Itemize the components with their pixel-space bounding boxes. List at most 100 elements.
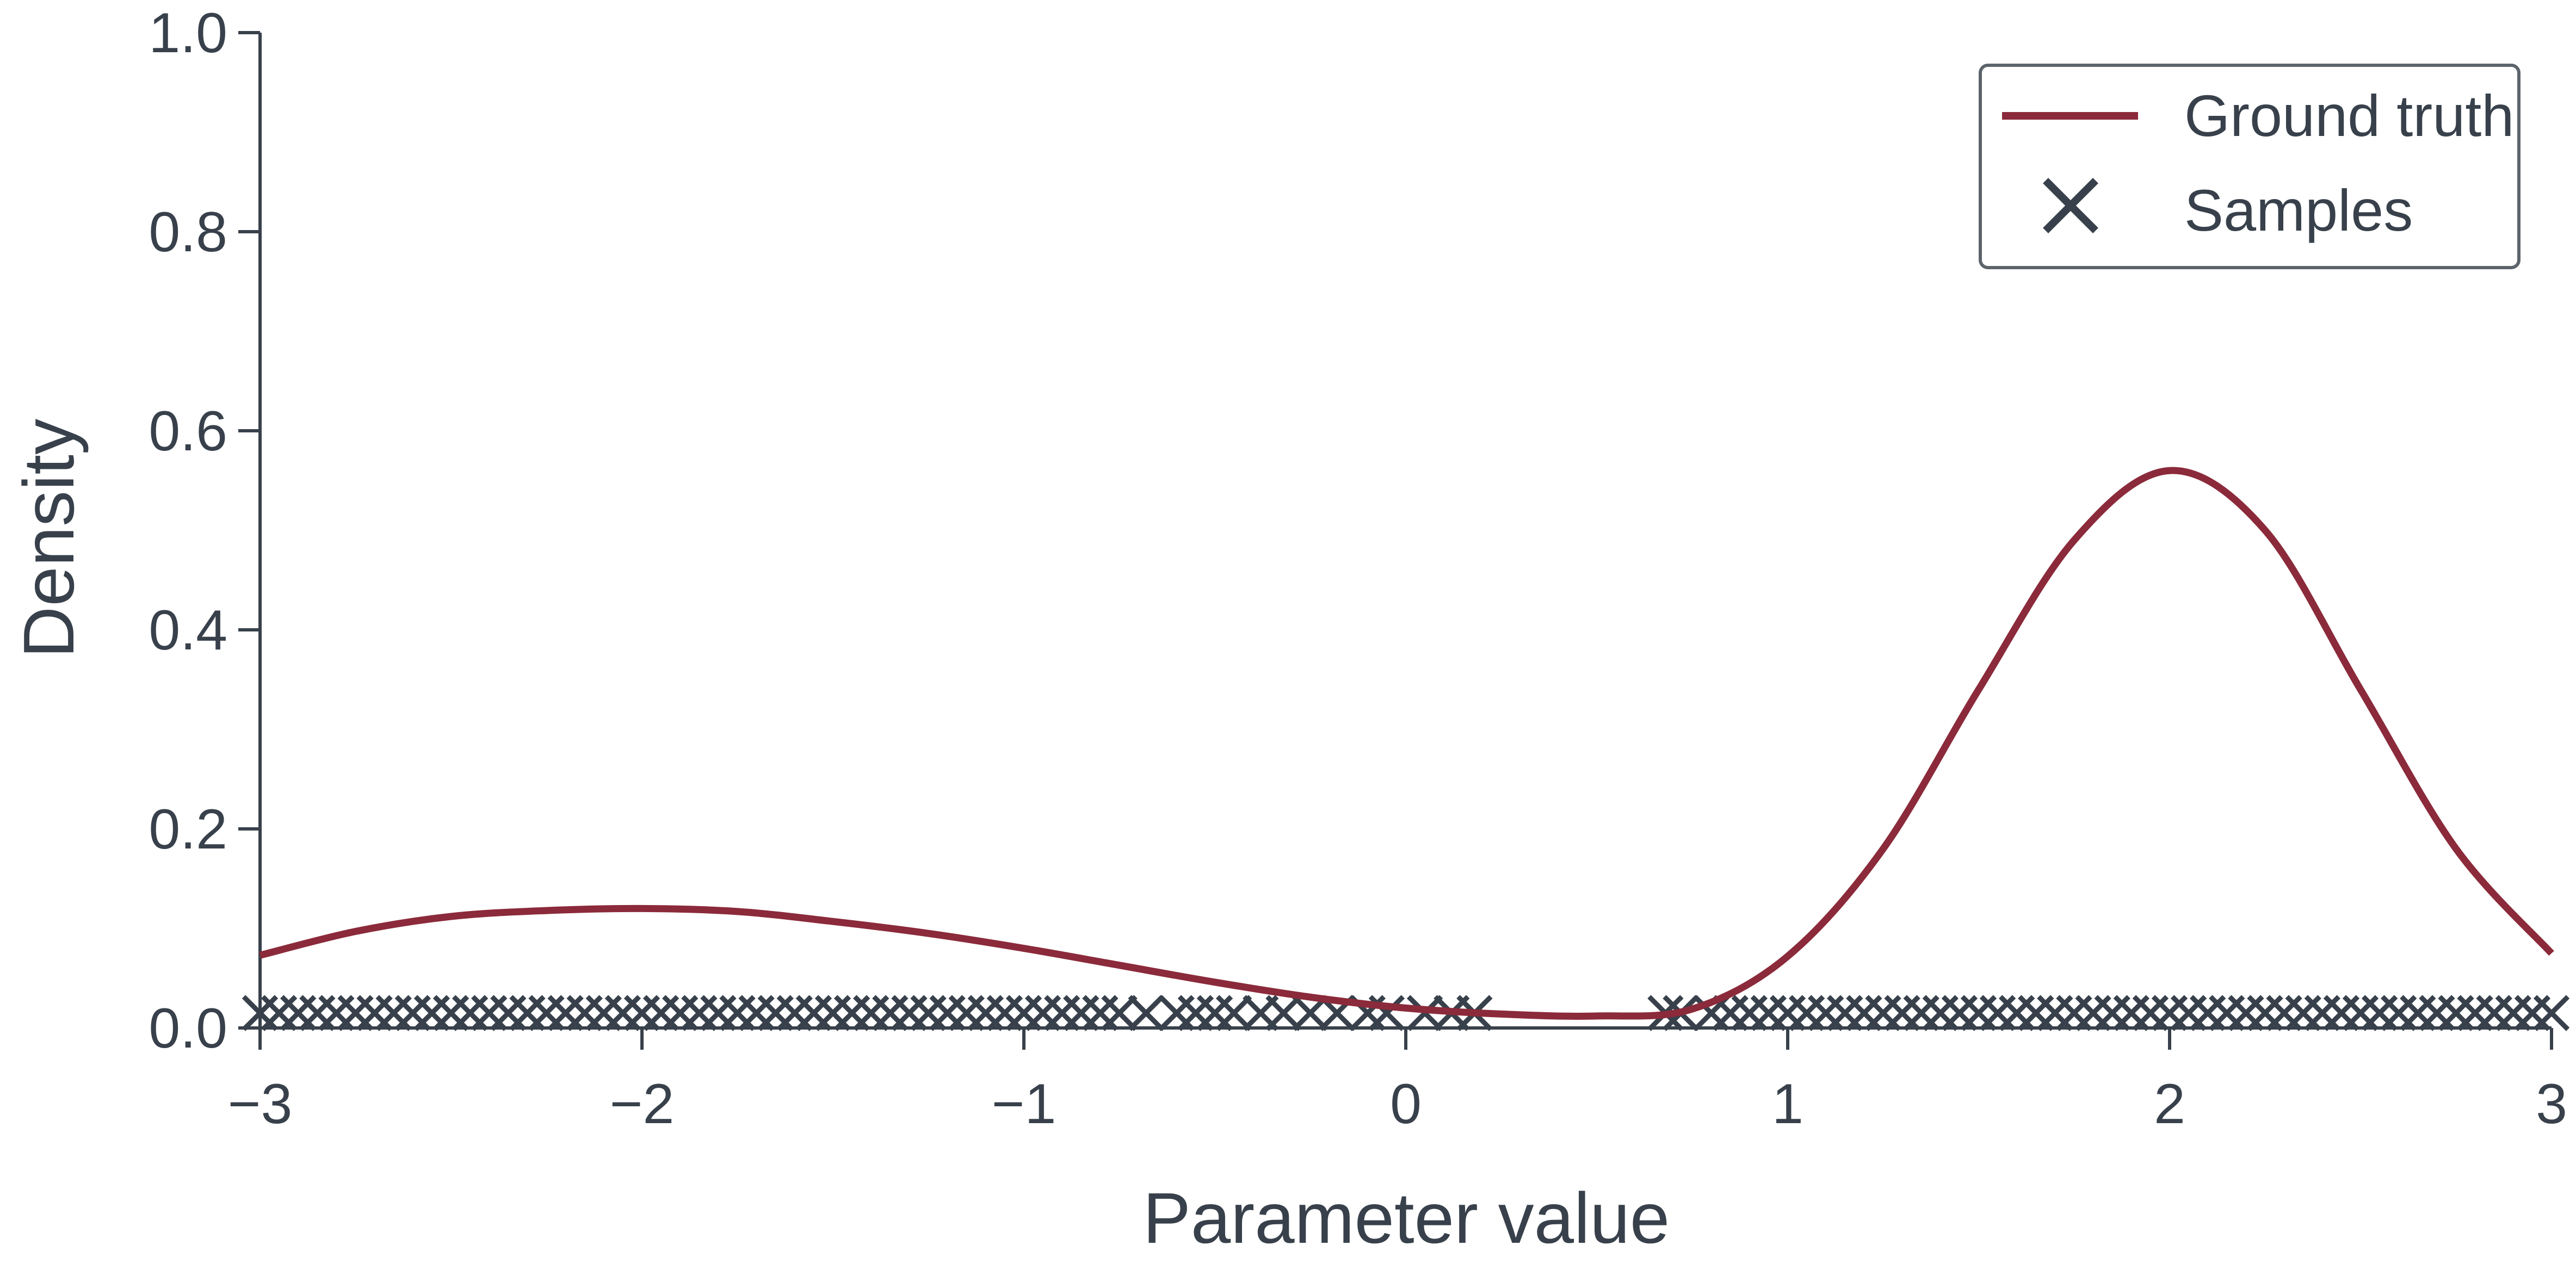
sample-marker: [280, 995, 317, 1031]
sample-marker: [833, 995, 870, 1031]
sample-marker: [547, 995, 584, 1031]
sample-marker: [1922, 995, 1959, 1031]
sample-marker: [1128, 995, 1164, 1031]
sample-marker: [2304, 995, 2340, 1031]
sample-marker: [2438, 995, 2474, 1031]
sample-marker: [2094, 995, 2130, 1031]
sample-marker: [471, 995, 508, 1031]
sample-marker: [604, 995, 641, 1031]
x-axis-label: Parameter value: [1143, 1178, 1670, 1258]
sample-marker: [1063, 995, 1099, 1031]
sample-marker: [2514, 995, 2551, 1031]
sample-marker: [356, 995, 393, 1031]
plot-series: [242, 467, 2570, 1031]
y-tick-label: 1.0: [149, 2, 227, 65]
sample-marker: [2170, 995, 2207, 1031]
sample-marker: [1999, 995, 2035, 1031]
x-tick-label: 3: [2536, 1073, 2567, 1136]
sample-marker: [261, 995, 298, 1031]
sample-marker: [1731, 995, 1768, 1031]
sample-marker: [910, 995, 947, 1031]
sample-marker: [814, 995, 851, 1031]
x-tick-label: 1: [1772, 1073, 1803, 1136]
sample-marker: [1960, 995, 1997, 1031]
sample-marker: [2209, 995, 2245, 1031]
sample-marker: [585, 995, 622, 1031]
sample-marker: [2113, 995, 2149, 1031]
sample-marker: [2419, 995, 2455, 1031]
sample-marker: [757, 995, 794, 1031]
sample-marker: [394, 995, 431, 1031]
y-tick-label: 0.4: [149, 599, 227, 662]
x-tick-label: −1: [992, 1073, 1057, 1136]
sample-marker: [2323, 995, 2360, 1031]
sample-marker: [1769, 995, 1806, 1031]
y-tick-label: 0.2: [149, 798, 227, 861]
sample-marker: [1979, 995, 2016, 1031]
sample-marker: [2190, 995, 2226, 1031]
sample-marker: [1292, 995, 1329, 1031]
sample-marker: [2018, 995, 2054, 1031]
x-tick-label: −3: [228, 1073, 293, 1136]
sample-marker: [566, 995, 603, 1031]
sample-marker: [2228, 995, 2264, 1031]
sample-marker: [2132, 995, 2169, 1031]
axis-labels: Parameter value Density: [9, 419, 1670, 1258]
sample-marker: [1846, 995, 1882, 1031]
sample-marker: [2381, 995, 2417, 1031]
sample-marker: [681, 995, 718, 1031]
sample-marker: [337, 995, 374, 1031]
legend-label-samples: Samples: [2184, 177, 2413, 243]
sample-marker: [1082, 995, 1119, 1031]
x-tick-label: 0: [1390, 1073, 1422, 1136]
y-tick-label: 0.6: [149, 400, 227, 463]
sample-marker: [452, 995, 489, 1031]
y-axis-label: Density: [9, 419, 89, 658]
sample-marker: [662, 995, 699, 1031]
sample-marker: [2151, 995, 2188, 1031]
sample-marker: [2075, 995, 2111, 1031]
legend-label-ground-truth: Ground truth: [2184, 83, 2514, 148]
sample-marker: [1265, 995, 1302, 1031]
sample-marker: [1044, 995, 1080, 1031]
sample-marker: [1101, 995, 1138, 1031]
sample-marker: [1215, 995, 1252, 1031]
axes: 0.0 0.2 0.4 0.6 0.8 1.0 −3 −2 −1 0 1 2 3: [149, 2, 2567, 1136]
sample-marker: [1750, 995, 1787, 1031]
legend-swatch-samples: [2043, 178, 2098, 233]
sample-marker: [872, 995, 909, 1031]
sample-marker: [1941, 995, 1978, 1031]
sample-marker: [528, 995, 565, 1031]
sample-marker: [2285, 995, 2321, 1031]
sample-marker: [2037, 995, 2073, 1031]
y-tick-label: 0.0: [149, 997, 227, 1060]
sample-marker: [948, 995, 985, 1031]
sample-marker: [2400, 995, 2436, 1031]
sample-marker: [1158, 995, 1195, 1031]
sample-marker: [2476, 995, 2512, 1031]
sample-marker: [375, 995, 412, 1031]
sample-marker: [1788, 995, 1825, 1031]
sample-marker: [1903, 995, 1939, 1031]
sample-marker: [1196, 995, 1233, 1031]
sample-marker: [509, 995, 546, 1031]
sample-marker: [623, 995, 660, 1031]
sample-marker: [1177, 995, 1214, 1031]
sample-marker: [700, 995, 737, 1031]
sample-marker: [643, 995, 679, 1031]
sample-marker: [1808, 995, 1844, 1031]
x-tick-label: −2: [610, 1073, 675, 1136]
sample-marker: [967, 995, 1004, 1031]
sample-marker: [1024, 995, 1061, 1031]
sample-marker: [2495, 995, 2531, 1031]
sample-marker: [2247, 995, 2283, 1031]
sample-marker: [929, 995, 966, 1031]
sample-marker: [318, 995, 355, 1031]
y-tick-label: 0.8: [149, 201, 227, 264]
ground-truth-line: [259, 467, 2554, 1020]
sample-marker: [986, 995, 1023, 1031]
sample-marker: [2056, 995, 2092, 1031]
sample-marker: [433, 995, 470, 1031]
sample-marker: [853, 995, 889, 1031]
sample-marker: [490, 995, 527, 1031]
